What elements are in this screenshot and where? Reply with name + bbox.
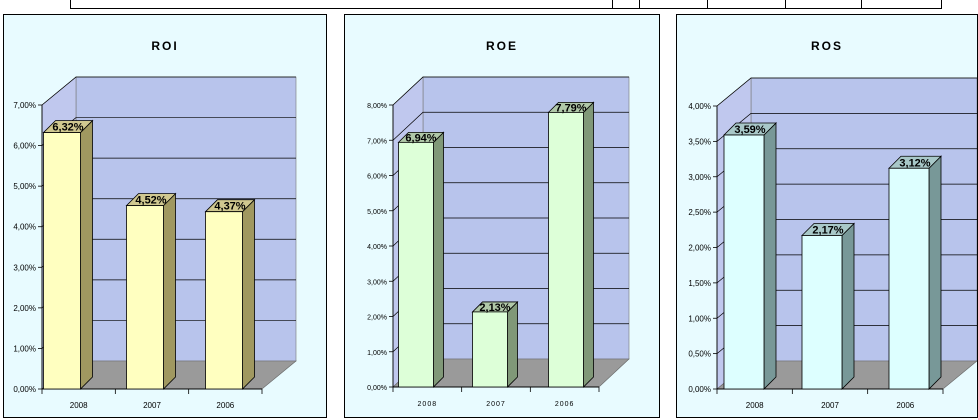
bar-2008 [723,134,765,390]
bar-2007 [801,235,843,390]
roe-chart-panel: ROE 0,00% 1,00% 2,00% 3,00% 4,00% 5,00% 6,00% 7… [344,14,660,418]
bar-side-2008 [763,122,777,390]
y-tick-label: 5,00% [367,209,387,216]
data-label: 2,17% [812,224,843,236]
back-wall [75,76,297,362]
y-tick-label: 7,00% [13,101,36,110]
x-tick-label: 2006 [896,401,914,410]
bar-2006 [205,211,243,390]
y-tick-label: 5,00% [13,182,36,191]
gridline [716,77,977,107]
y-tick-label: 1,00% [13,344,36,353]
y-tick-label: 4,00% [13,223,36,232]
y-tick-label: 2,50% [688,208,711,217]
y-tick-label: 1,50% [688,279,711,288]
bar-2007 [472,311,508,388]
bar-2007 [126,205,164,390]
bar-side-2006 [928,155,942,390]
x-tick-label: 2006 [555,401,575,408]
bar-side-2008 [80,119,93,390]
data-label: 7,79% [555,102,586,114]
chart-title: ROE [485,39,518,53]
data-label: 6,94% [405,132,436,144]
x-tick-label: 2007 [143,401,161,410]
chart-title: ROS [810,39,843,53]
x-tick-label: 2008 [746,401,764,410]
bar-side-2007 [163,192,176,390]
roi-chart-plot: 0,00% 1,00% 2,00% 3,00% 4,00% 5,00% 6,00% 7,00%… [13,76,297,410]
y-tick-label: 8,00% [367,103,387,110]
bar-side-2007 [507,300,518,388]
y-tick-label: 4,00% [688,102,711,111]
data-label: 6,32% [52,122,83,134]
x-tick-label: 2007 [486,401,506,408]
bar-side-2006 [583,101,594,388]
roi-chart-panel: ROI 0,00% 1,00% 2,00% 3,00% 4,00% 5,00% 6,00% 7… [3,14,327,418]
bar-side-2007 [841,222,855,390]
y-tick-label: 3,00% [13,263,36,272]
bar-2008 [43,132,81,390]
bar-2008 [398,141,434,388]
y-tick-label: 4,00% [367,244,387,251]
ros-chart-plot: 0,00% 0,50% 1,00% 1,50% 2,00% 2,50% 3,00% 3,50%… [688,77,977,410]
x-tick-label: 2008 [70,401,88,410]
chart-title: ROI [151,39,179,53]
x-tick-label: 2007 [821,401,839,410]
x-tick-label: 2008 [418,401,438,408]
y-tick-label: 1,00% [367,350,387,357]
y-tick-label: 7,00% [367,138,387,145]
bar-2006 [548,112,584,388]
y-tick-label: 2,00% [688,244,711,253]
data-label: 3,12% [899,157,930,169]
y-tick-label: 3,00% [688,173,711,182]
y-tick-label: 0,00% [13,385,36,394]
roe-chart-plot: 0,00% 1,00% 2,00% 3,00% 4,00% 5,00% 6,00% 7,00%… [367,76,630,408]
bar-side-2006 [242,198,255,390]
bar-side-2008 [433,131,444,388]
y-tick-label: 0,00% [688,385,711,394]
gridline [41,76,296,106]
y-tick-label: 1,00% [688,314,711,323]
y-tick-label: 2,00% [367,315,387,322]
y-tick-label: 2,00% [13,304,36,313]
bar-2006 [888,167,930,390]
data-label: 2,13% [479,302,510,314]
y-tick-label: 0,00% [367,385,387,392]
data-label: 4,37% [214,201,245,213]
y-tick-label: 6,00% [367,174,387,181]
y-tick-label: 3,50% [688,137,711,146]
data-label: 3,59% [734,124,765,136]
top-table-strip [70,0,942,9]
ros-chart-panel: ROS 0,00% 0,50% 1,00% 1,50% 2,00% 2,50% 3,00% 3… [676,14,978,418]
y-tick-label: 0,50% [688,350,711,359]
data-label: 4,52% [135,195,166,207]
y-tick-label: 6,00% [13,142,36,151]
y-tick-label: 3,00% [367,279,387,286]
gridline [392,76,629,106]
x-tick-label: 2006 [216,401,234,410]
